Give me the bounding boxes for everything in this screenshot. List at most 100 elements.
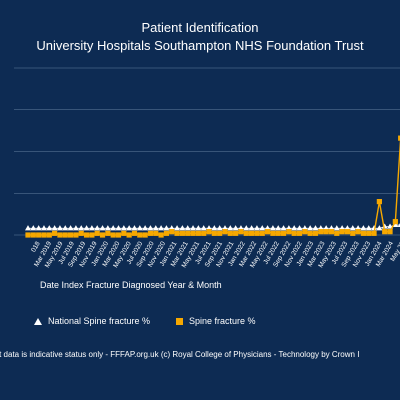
data-point-trust [243,230,249,236]
data-point-national [280,225,287,231]
data-point-trust [78,230,84,236]
data-point-trust [376,199,382,205]
data-point-trust [328,229,335,235]
data-point-trust [190,230,196,236]
data-point-national [360,225,367,231]
data-point-national [126,225,133,231]
data-point-national [264,225,271,231]
data-point-trust [334,230,340,236]
data-point-trust [360,230,367,236]
data-point-national [349,225,356,231]
legend-item-national: National Spine fracture % [34,316,150,326]
data-point-national [110,225,117,231]
data-point-national [88,225,95,231]
data-point-national [184,225,191,231]
data-point-trust [312,230,319,236]
chart-title: Patient Identification [141,20,259,35]
data-point-trust [57,232,63,238]
data-point-national [355,225,362,231]
data-point-national [94,225,101,231]
data-point-trust [158,232,164,238]
data-point-trust [387,229,393,235]
data-point-trust [217,230,223,236]
data-point-trust [46,232,52,238]
data-point-trust [147,230,154,236]
square-marker-icon [176,317,183,325]
data-point-trust [275,230,281,236]
data-point-national [317,225,324,231]
data-point-trust [233,230,239,236]
data-point-trust [131,230,138,236]
data-point-trust [264,229,271,235]
data-point-national [248,225,255,231]
data-point-national [152,225,159,231]
data-point-trust [201,230,207,236]
data-point-trust [99,232,106,238]
data-point-trust [254,230,260,236]
data-point-national [344,225,351,231]
data-point-trust [280,230,287,236]
data-point-national [307,225,314,231]
data-point-trust [339,229,345,235]
data-point-national [120,225,127,231]
data-point-trust [249,230,255,236]
data-point-trust [296,230,303,236]
data-point-national [158,225,165,231]
data-point-national [291,225,298,231]
legend-item-trust: Spine fracture % [176,316,256,326]
data-point-trust [270,230,276,236]
data-point-national [221,225,228,231]
data-point-national [371,225,378,231]
x-tick-label: 018 [30,240,42,253]
data-point-national [296,225,303,231]
data-point-trust [291,230,297,236]
data-point-trust [206,229,212,235]
data-point-national [83,225,90,231]
data-point-trust [169,229,175,235]
data-point-trust [52,230,58,236]
data-point-national [179,225,186,231]
data-point-trust [366,230,372,236]
data-point-national [51,225,58,231]
series-line-trust [28,137,400,236]
data-point-trust [121,230,127,236]
legend-label-national: National Spine fracture % [48,316,151,326]
data-point-national [328,225,335,231]
data-point-national [275,225,282,231]
data-point-national [62,225,69,231]
data-point-trust [73,232,79,238]
data-point-trust [318,229,324,235]
triangle-marker-icon [34,317,42,325]
data-point-national [72,225,79,231]
data-point-national [206,225,213,231]
data-point-trust [67,232,74,238]
data-point-trust [211,230,217,236]
data-point-trust [344,229,351,235]
data-point-national [285,225,292,231]
data-point-trust [286,229,292,235]
data-point-national [35,225,42,231]
data-point-trust [392,219,398,225]
data-point-national [227,225,234,231]
data-point-national [190,225,197,231]
data-point-national [131,225,138,231]
data-point-trust [137,232,143,238]
data-point-trust [355,229,361,235]
data-point-national [232,225,239,231]
data-point-national [376,225,383,231]
data-point-trust [83,232,90,238]
data-point-trust [62,232,68,238]
data-point-national [163,225,170,231]
data-point-trust [110,232,116,238]
data-point-trust [382,229,388,235]
data-point-national [301,225,308,231]
data-point-trust [323,229,329,235]
data-point-national [142,225,149,231]
data-point-national [30,225,37,231]
data-point-trust [222,229,228,235]
data-point-trust [174,230,180,236]
data-point-national [259,225,266,231]
data-point-national [104,225,111,231]
data-point-national [147,225,154,231]
data-point-national [46,225,53,231]
